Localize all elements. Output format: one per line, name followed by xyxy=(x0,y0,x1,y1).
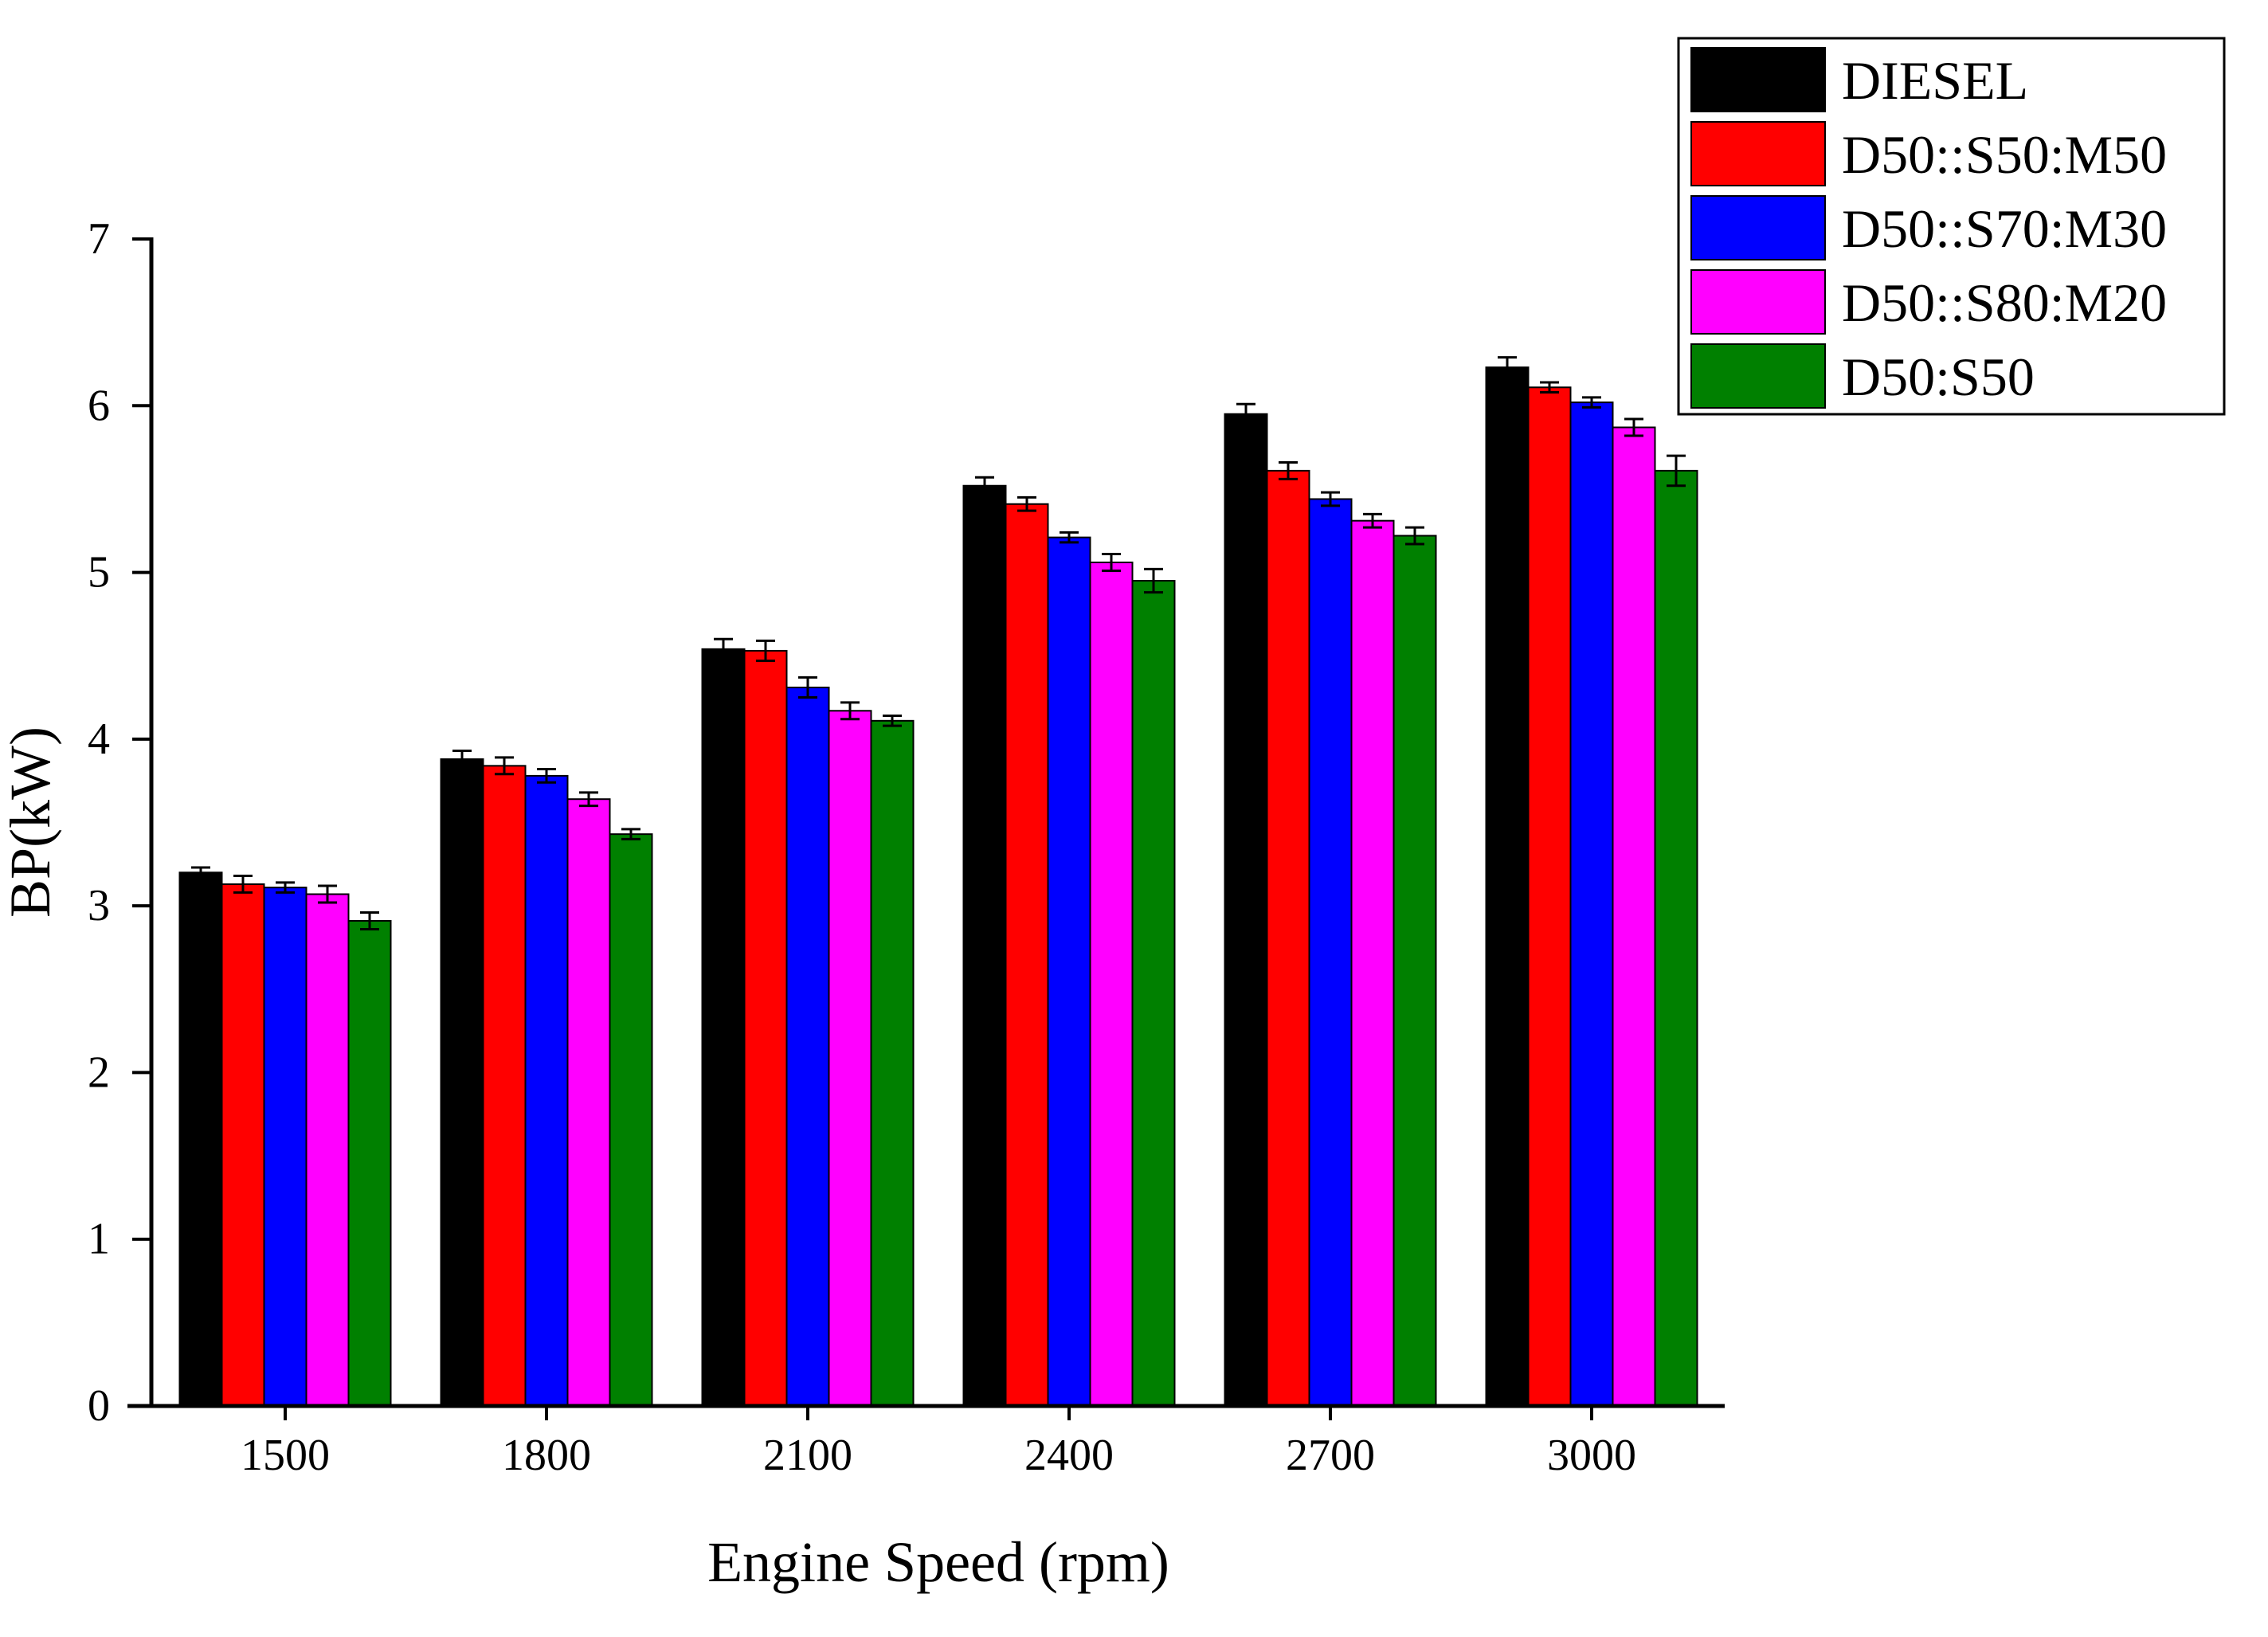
error-bar-D50::S70:M30-2700 xyxy=(1321,491,1340,507)
bar-D50::S70:M30-2100 xyxy=(785,686,830,1407)
bar-D50::S80:M20-2700 xyxy=(1350,519,1395,1407)
legend-items: DIESELD50::S50:M50D50::S70:M30D50::S80:M… xyxy=(1690,47,2167,409)
error-bar-D50::S70:M30-1800 xyxy=(537,768,556,784)
y-tick-label: 1 xyxy=(88,1215,110,1264)
error-bar-DIESEL-2100 xyxy=(714,637,733,660)
y-axis-title: BP(kW) xyxy=(0,726,62,918)
axes-layer xyxy=(127,237,1725,1408)
error-bar-D50::S50:M50-2400 xyxy=(1017,495,1036,512)
bar-D50::S80:M20-3000 xyxy=(1612,426,1656,1408)
error-bar-D50:S50-1800 xyxy=(621,828,640,840)
error-bar-DIESEL-1500 xyxy=(191,866,210,879)
bar-D50::S70:M30-1800 xyxy=(524,774,569,1407)
legend-swatch xyxy=(1690,121,1826,186)
error-bar-D50::S70:M30-2100 xyxy=(798,676,817,699)
error-bar-DIESEL-2700 xyxy=(1236,402,1255,425)
bar-DIESEL-1800 xyxy=(440,758,484,1407)
bar-D50::S50:M50-2100 xyxy=(743,649,788,1407)
bar-D50::S50:M50-2400 xyxy=(1005,503,1049,1407)
bar-DIESEL-3000 xyxy=(1485,366,1530,1407)
bar-DIESEL-2100 xyxy=(701,648,746,1407)
bar-D50:S50-1500 xyxy=(347,919,392,1407)
y-tick-label: 5 xyxy=(88,548,110,597)
error-bar-D50::S80:M20-2100 xyxy=(840,701,860,721)
error-bar-D50:S50-2400 xyxy=(1144,567,1163,594)
legend-item-D50::S80:M20: D50::S80:M20 xyxy=(1690,269,2167,335)
x-tick-label: 2400 xyxy=(1024,1431,1114,1480)
error-bar-D50::S50:M50-1500 xyxy=(233,874,253,894)
bar-D50:S50-1800 xyxy=(609,833,653,1407)
error-bar-DIESEL-2400 xyxy=(975,476,994,495)
bar-D50::S80:M20-2100 xyxy=(828,710,872,1407)
x-ticks: 1500 1800 2100 2400 2700 3000 xyxy=(241,1406,1636,1480)
legend-swatch xyxy=(1690,269,1826,335)
x-tick-label: 2100 xyxy=(763,1431,852,1480)
error-bar-D50::S80:M20-1500 xyxy=(318,884,337,904)
x-tick-label: 1500 xyxy=(241,1431,330,1480)
bar-D50:S50-3000 xyxy=(1654,469,1698,1408)
error-bar-D50::S50:M50-2700 xyxy=(1279,460,1298,480)
error-bar-D50::S80:M20-2700 xyxy=(1363,512,1382,529)
bar-DIESEL-2700 xyxy=(1224,413,1268,1407)
bar-D50::S50:M50-1500 xyxy=(221,883,265,1407)
error-bar-D50:S50-2100 xyxy=(883,715,902,727)
bar-D50::S80:M20-1500 xyxy=(305,893,350,1407)
error-bar-D50::S70:M30-3000 xyxy=(1582,396,1601,409)
x-tick-label: 3000 xyxy=(1547,1431,1636,1480)
x-axis-title: Engine Speed (rpm) xyxy=(707,1530,1169,1594)
legend: DIESELD50::S50:M50D50::S70:M30D50::S80:M… xyxy=(1677,37,2226,416)
error-bar-D50:S50-2700 xyxy=(1405,526,1424,546)
bars-layer xyxy=(178,366,1698,1408)
legend-label: DIESEL xyxy=(1842,50,2028,111)
bar-D50::S70:M30-1500 xyxy=(263,887,307,1408)
bar-D50::S70:M30-2400 xyxy=(1047,536,1091,1407)
bar-D50:S50-2400 xyxy=(1131,580,1176,1407)
error-bar-D50::S80:M20-1800 xyxy=(579,791,598,808)
bar-D50::S70:M30-2700 xyxy=(1308,498,1353,1407)
error-bar-D50::S80:M20-2400 xyxy=(1102,553,1121,572)
bar-D50::S50:M50-2700 xyxy=(1266,469,1310,1408)
bar-D50::S80:M20-1800 xyxy=(566,798,611,1407)
bar-D50:S50-2700 xyxy=(1393,535,1437,1407)
legend-label: D50::S70:M30 xyxy=(1842,198,2167,259)
bar-D50::S80:M20-2400 xyxy=(1089,562,1134,1407)
y-tick-label: 0 xyxy=(88,1381,110,1431)
legend-label: D50::S50:M50 xyxy=(1842,124,2167,185)
error-bar-D50::S80:M20-3000 xyxy=(1624,417,1643,437)
legend-item-D50::S70:M30: D50::S70:M30 xyxy=(1690,195,2167,260)
legend-item-D50:S50: D50:S50 xyxy=(1690,343,2035,409)
legend-item-D50::S50:M50: D50::S50:M50 xyxy=(1690,121,2167,186)
y-tick-label: 7 xyxy=(88,214,110,264)
error-bar-D50::S50:M50-2100 xyxy=(756,639,775,662)
legend-label: D50:S50 xyxy=(1842,347,2035,407)
bar-D50::S50:M50-1800 xyxy=(482,765,527,1407)
legend-label: D50::S80:M20 xyxy=(1842,272,2167,333)
y-tick-label: 3 xyxy=(88,881,110,930)
error-bar-D50::S70:M30-2400 xyxy=(1060,531,1079,544)
bar-DIESEL-2400 xyxy=(962,484,1007,1408)
y-tick-label: 6 xyxy=(88,381,110,430)
x-tick-label: 1800 xyxy=(502,1431,591,1480)
x-tick-label: 2700 xyxy=(1286,1431,1375,1480)
legend-swatch xyxy=(1690,47,1826,112)
bar-DIESEL-1500 xyxy=(178,871,223,1408)
error-bar-D50::S50:M50-3000 xyxy=(1540,381,1559,394)
y-tick-label: 4 xyxy=(88,715,110,764)
error-bar-DIESEL-1800 xyxy=(452,750,472,769)
error-bars-layer xyxy=(191,356,1686,930)
bar-D50::S50:M50-3000 xyxy=(1527,386,1572,1407)
y-ticks: 0 1 2 3 4 5 6 7 xyxy=(88,214,151,1431)
legend-swatch xyxy=(1690,195,1826,260)
legend-swatch xyxy=(1690,343,1826,409)
error-bar-D50::S70:M30-1500 xyxy=(276,881,295,894)
error-bar-D50:S50-3000 xyxy=(1667,454,1686,488)
legend-item-DIESEL: DIESEL xyxy=(1690,47,2028,112)
bar-D50::S70:M30-3000 xyxy=(1569,401,1614,1408)
error-bar-D50::S50:M50-1800 xyxy=(495,756,514,776)
error-bar-D50:S50-1500 xyxy=(360,911,379,930)
y-tick-label: 2 xyxy=(88,1048,110,1097)
error-bar-DIESEL-3000 xyxy=(1498,356,1517,379)
bar-D50:S50-2100 xyxy=(870,719,915,1407)
